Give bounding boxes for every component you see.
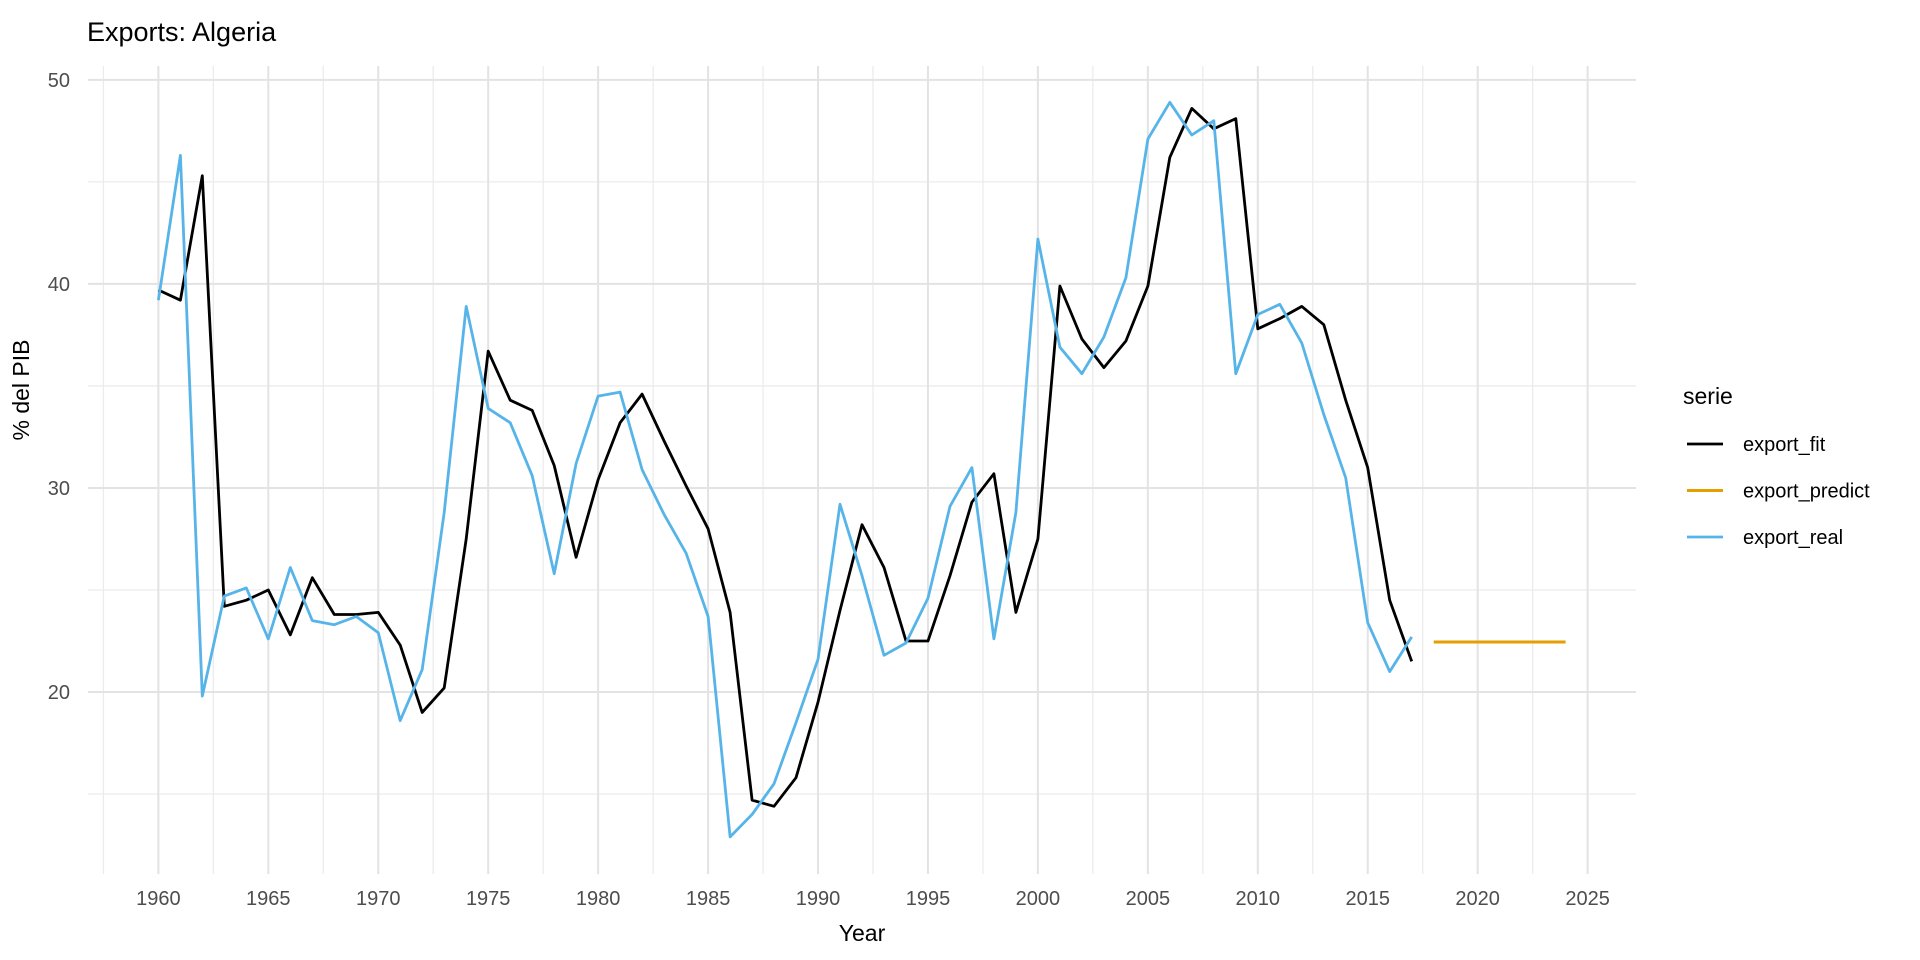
major-gridlines	[88, 66, 1636, 874]
x-tick-label-1995: 1995	[906, 888, 951, 910]
x-tick-label-1985: 1985	[686, 888, 731, 910]
x-tick-label-2005: 2005	[1126, 888, 1171, 910]
x-tick-label-1980: 1980	[576, 888, 621, 910]
x-tick-label-1965: 1965	[246, 888, 291, 910]
legend-item-export_fit: export_fit	[1687, 434, 1826, 456]
series-line-export_real	[157, 100, 1413, 839]
x-tick-label-2015: 2015	[1345, 888, 1390, 910]
legend-item-export_predict: export_predict	[1687, 481, 1870, 503]
legend-items: export_fit export_predict export_real	[1687, 434, 1870, 549]
x-tick-label-1970: 1970	[356, 888, 401, 910]
x-tick-label-2010: 2010	[1236, 888, 1281, 910]
y-tick-label-30: 30	[48, 478, 70, 500]
x-tick-label-2000: 2000	[1016, 888, 1061, 910]
x-axis-title: Year	[839, 920, 886, 946]
legend: serie export_fit export_predict export_rea…	[1683, 383, 1870, 549]
y-axis-tick-labels: 20 30 40 50	[48, 70, 70, 704]
series-line-export_fit	[157, 107, 1414, 808]
legend-label-export_predict: export_predict	[1743, 481, 1870, 503]
x-tick-label-1960: 1960	[136, 888, 181, 910]
y-tick-label-50: 50	[48, 70, 70, 92]
chart-title: Exports: Algeria	[87, 17, 277, 47]
legend-item-export_real: export_real	[1687, 527, 1843, 549]
x-axis-tick-labels: 1960 1965 1970 1975 1980 1985 1990 1995 2000 2005…	[136, 888, 1610, 910]
y-tick-label-40: 40	[48, 274, 70, 296]
legend-title: serie	[1683, 383, 1733, 409]
x-tick-label-2020: 2020	[1455, 888, 1500, 910]
minor-gridlines	[88, 66, 1636, 874]
y-axis-title: % del PIB	[8, 340, 34, 441]
x-tick-label-2025: 2025	[1565, 888, 1610, 910]
series-lines	[157, 100, 1566, 839]
legend-label-export_real: export_real	[1743, 527, 1843, 549]
legend-label-export_fit: export_fit	[1743, 434, 1826, 456]
x-tick-label-1990: 1990	[796, 888, 841, 910]
y-tick-label-20: 20	[48, 682, 70, 704]
x-tick-label-1975: 1975	[466, 888, 511, 910]
